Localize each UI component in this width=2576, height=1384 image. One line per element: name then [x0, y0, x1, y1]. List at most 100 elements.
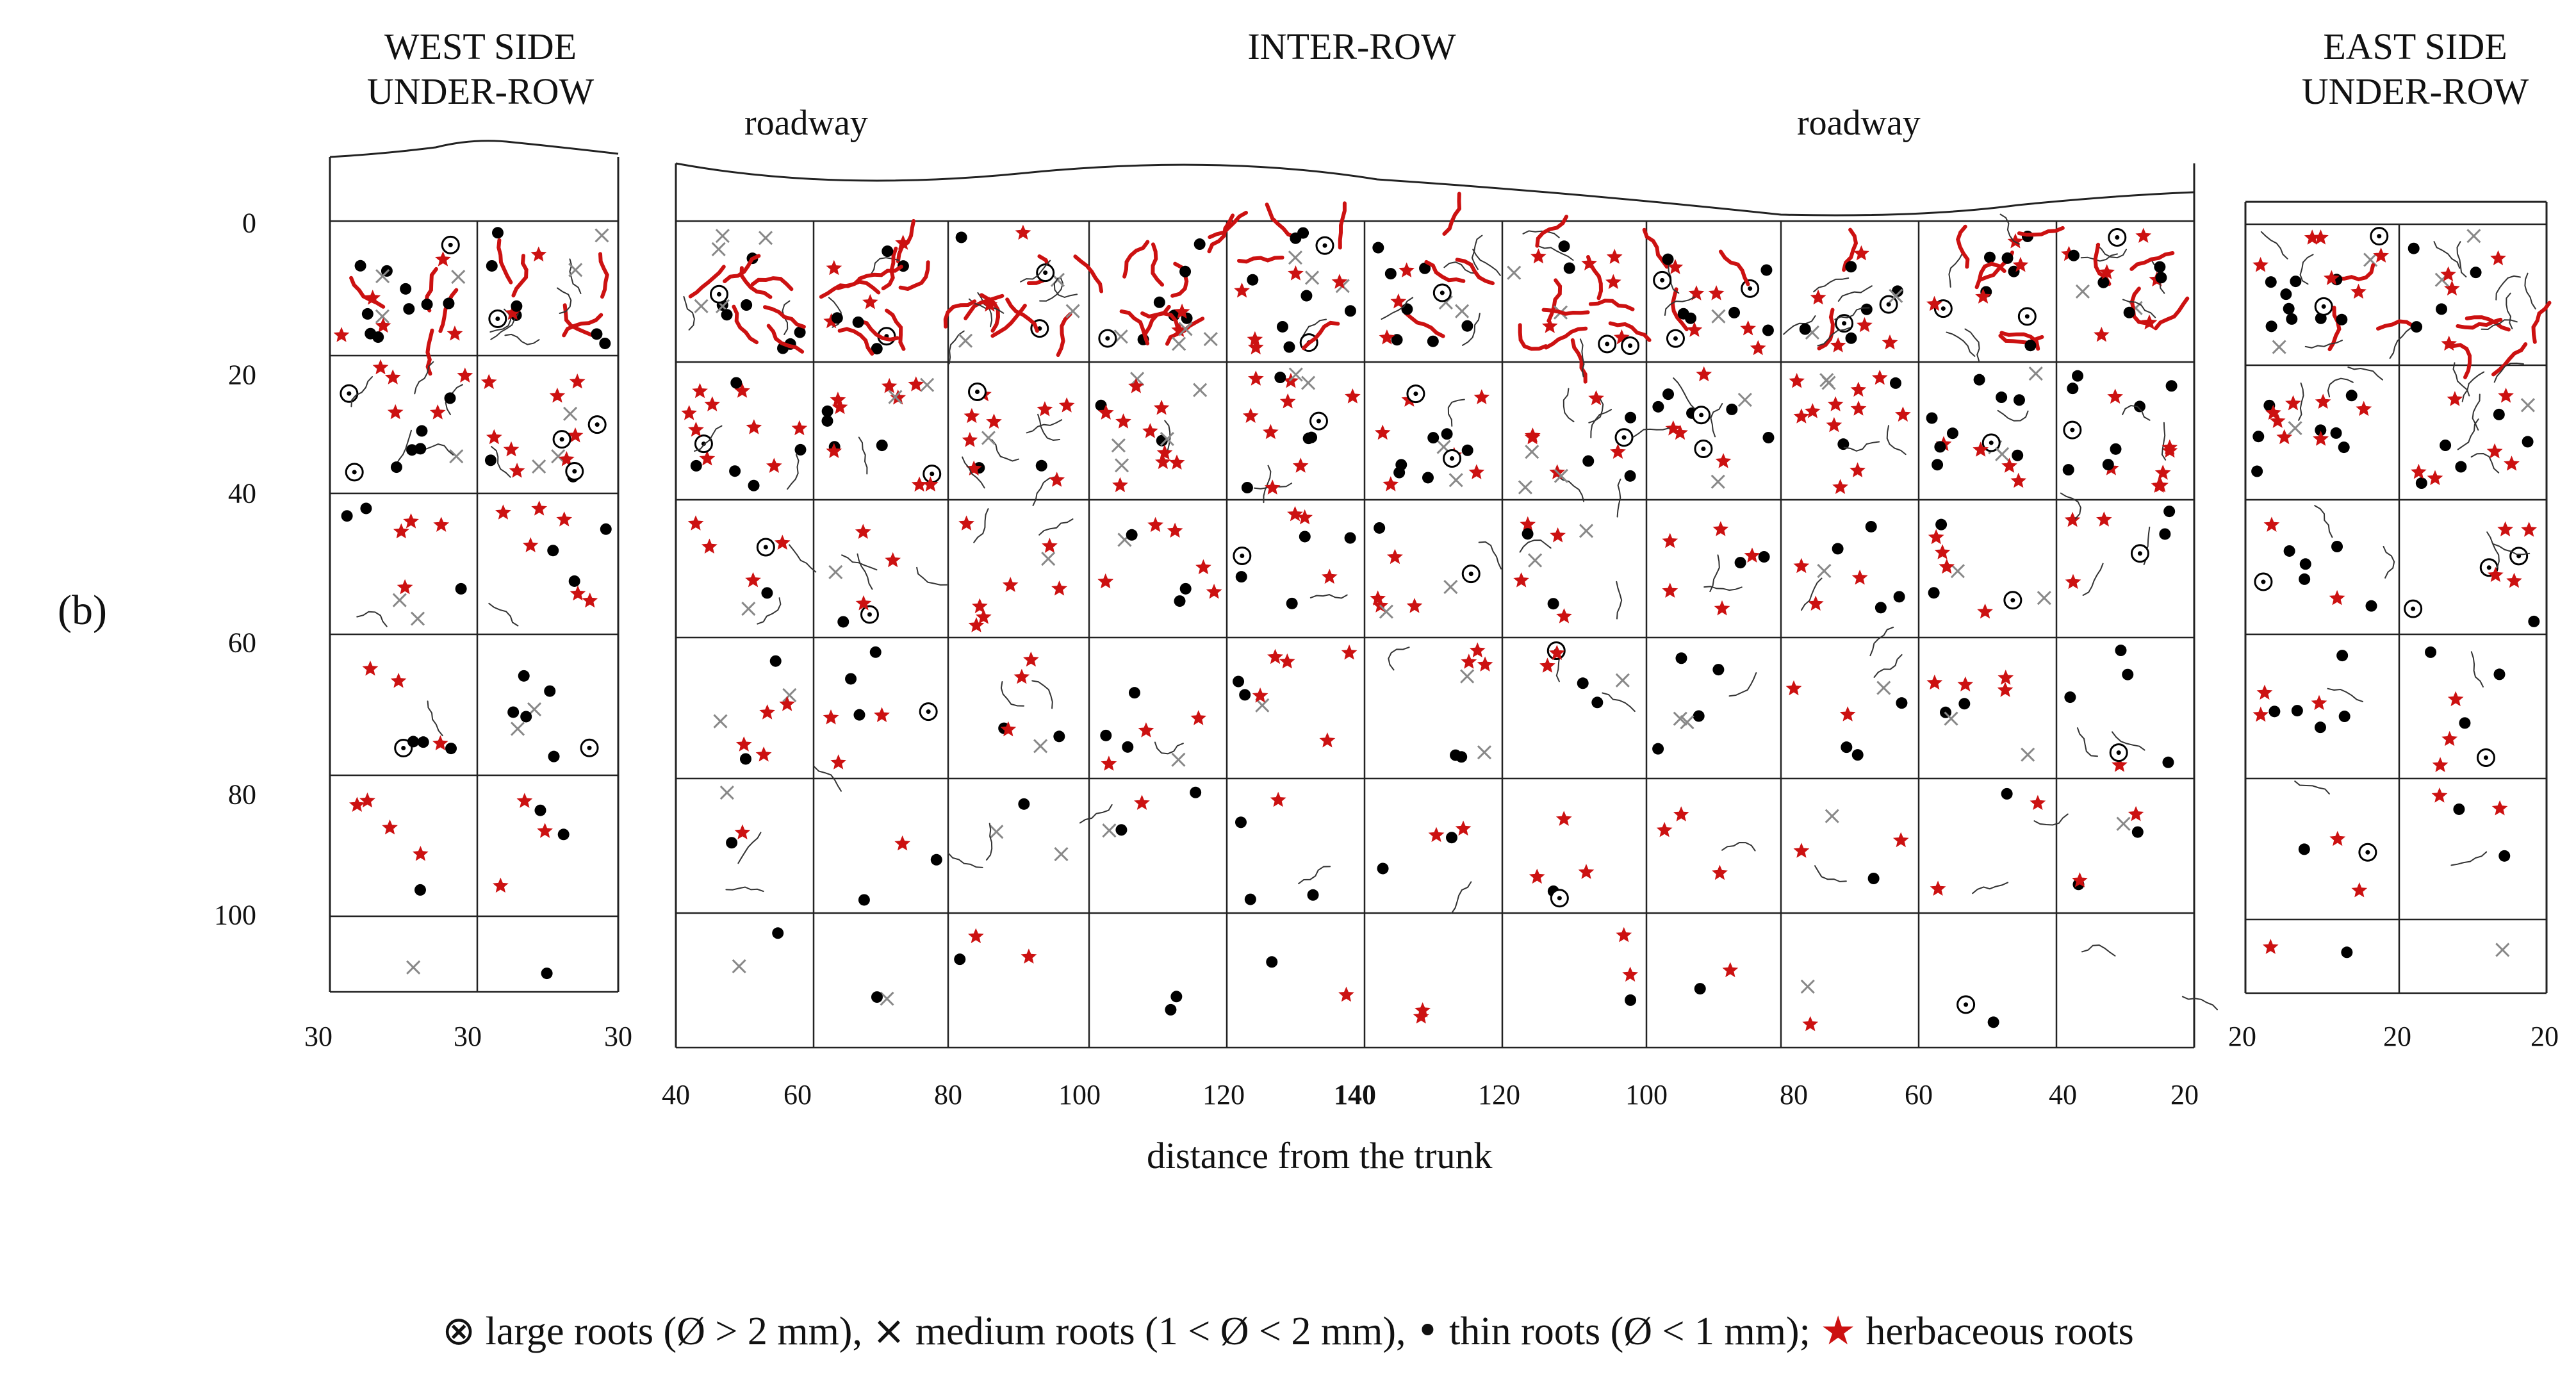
thin-root-dot-icon — [1126, 529, 1138, 541]
inter-row-grid-marks — [681, 192, 2218, 1032]
thin-root-dot-icon — [2336, 650, 2349, 662]
herbaceous-root-star-icon — [1051, 581, 1067, 596]
thin-root-dot-icon — [1344, 532, 1356, 544]
fine-root-trace — [557, 287, 572, 314]
west-side-header-line2: UNDER-ROW — [366, 70, 595, 112]
thin-root-dot-icon — [2493, 408, 2505, 420]
medium-root-cross-icon — [563, 406, 578, 421]
thin-root-dot-icon — [1522, 528, 1534, 540]
herbaceous-root-star-icon — [1370, 590, 1386, 606]
thin-root-dot-icon — [726, 837, 738, 849]
roadway-left-label: roadway — [744, 103, 868, 143]
fine-root-trace — [490, 313, 519, 340]
fine-root-trace — [2492, 543, 2531, 556]
thin-root-dot-icon — [2291, 705, 2303, 717]
fine-root-trace — [395, 429, 412, 466]
panel-label: (b) — [58, 587, 107, 634]
herbaceous-root-star-icon — [397, 579, 413, 595]
thin-root-dot-icon — [484, 454, 496, 466]
thin-root-dot-icon — [1179, 265, 1192, 277]
fine-root-trace — [2327, 377, 2354, 398]
herbaceous-root-star-icon — [2269, 413, 2286, 428]
large-root-circle-icon — [488, 309, 507, 328]
fine-root-trace — [2299, 254, 2314, 285]
herbaceous-root-trace — [2334, 263, 2375, 282]
thin-root-dot-icon — [1625, 411, 1637, 424]
fine-root-trace — [1843, 441, 1880, 452]
herbaceous-root-star-icon — [556, 511, 573, 527]
herbaceous-root-star-icon — [1128, 378, 1144, 393]
herbaceous-root-star-icon — [1622, 966, 1638, 982]
thin-root-dot-icon — [2331, 541, 2343, 553]
thin-root-dot-icon — [1299, 531, 1311, 543]
fine-root-trace — [2060, 492, 2081, 520]
herbaceous-root-star-icon — [1242, 408, 1259, 423]
thin-root-dot-icon — [1926, 412, 1938, 424]
legend: ⊗ large roots (Ø > 2 mm), × medium roots… — [0, 1307, 2576, 1355]
herbaceous-root-star-icon — [981, 296, 998, 312]
thin-root-dot-icon — [1889, 377, 1901, 389]
thin-root-dot-icon — [544, 685, 556, 697]
medium-root-cross-icon — [1737, 392, 1752, 408]
medium-root-cross-icon — [880, 991, 894, 1006]
medium-root-cross-icon — [375, 269, 390, 284]
herbaceous-root-star-icon — [333, 327, 350, 342]
thin-root-dot-icon — [794, 443, 807, 456]
thin-root-dot-icon — [1563, 262, 1575, 274]
medium-root-cross-icon — [713, 714, 728, 729]
medium-root-cross-icon — [1889, 288, 1903, 303]
herbaceous-root-star-icon — [832, 399, 848, 415]
herbaceous-root-trace — [732, 304, 759, 345]
fine-root-trace — [1000, 681, 1024, 707]
herbaceous-root-star-icon — [1807, 595, 1824, 611]
thin-root-dot-icon — [1675, 652, 1687, 664]
herbaceous-root-star-icon — [1810, 289, 1826, 305]
herbaceous-root-trace — [496, 238, 513, 284]
herbaceous-root-star-icon — [1263, 424, 1279, 440]
herbaceous-root-star-icon — [2497, 521, 2513, 537]
thin-root-dot-icon — [341, 510, 353, 522]
thin-root-dot-icon — [1283, 341, 1295, 353]
herbaceous-root-star-icon — [1156, 444, 1173, 460]
herbaceous-root-star-icon — [1977, 603, 1993, 619]
herbaceous-root-star-icon — [779, 696, 795, 711]
medium-root-cross-icon — [1172, 336, 1186, 351]
medium-root-cross-icon — [1995, 447, 2010, 461]
thin-root-dot-icon — [2265, 276, 2277, 288]
herbaceous-root-star-icon — [1112, 477, 1128, 493]
thin-root-dot-icon — [1867, 872, 1880, 884]
herbaceous-root-star-icon — [1850, 381, 1867, 397]
medium-root-cross-icon — [1950, 564, 1965, 579]
herbaceous-root-star-icon — [862, 293, 878, 309]
herbaceous-root-star-icon — [2065, 573, 2081, 589]
medium-root-cross-icon — [1203, 332, 1218, 347]
depth-tick: 0 — [242, 207, 256, 239]
herbaceous-root-star-icon — [1882, 334, 1898, 350]
medium-root-cross-icon — [2466, 229, 2481, 243]
thin-root-dot-icon — [2280, 288, 2292, 301]
thin-root-dot-icon — [1422, 472, 1434, 484]
herbaceous-root-star-icon — [493, 877, 509, 893]
medium-root-cross-icon — [406, 960, 421, 975]
fine-root-trace — [2181, 996, 2218, 1010]
fine-root-trace — [2461, 371, 2485, 402]
medium-root-cross-icon — [532, 459, 546, 474]
herbaceous-root-star-icon — [2440, 266, 2456, 282]
herbaceous-root-trace — [1424, 260, 1466, 283]
herbaceous-root-star-icon — [567, 427, 584, 443]
thin-root-dot-icon — [1377, 862, 1389, 875]
fine-root-trace — [2450, 851, 2488, 866]
herbaceous-root-star-icon — [457, 367, 473, 383]
fine-root-trace — [1026, 419, 1063, 434]
thin-root-dot-icon — [1851, 749, 1864, 761]
herbaceous-root-star-icon — [1169, 454, 1185, 470]
herbaceous-root-star-icon — [2262, 939, 2279, 954]
inter-x-tick: 40 — [2049, 1079, 2077, 1110]
herbaceous-root-star-icon — [1750, 340, 1766, 356]
herbaceous-root-star-icon — [964, 408, 980, 424]
thin-root-dot-icon — [1734, 557, 1746, 569]
inter-x-tick: 120 — [1202, 1079, 1245, 1110]
medium-root-cross-icon — [1711, 309, 1726, 324]
herbaceous-root-star-icon — [2010, 472, 2027, 488]
